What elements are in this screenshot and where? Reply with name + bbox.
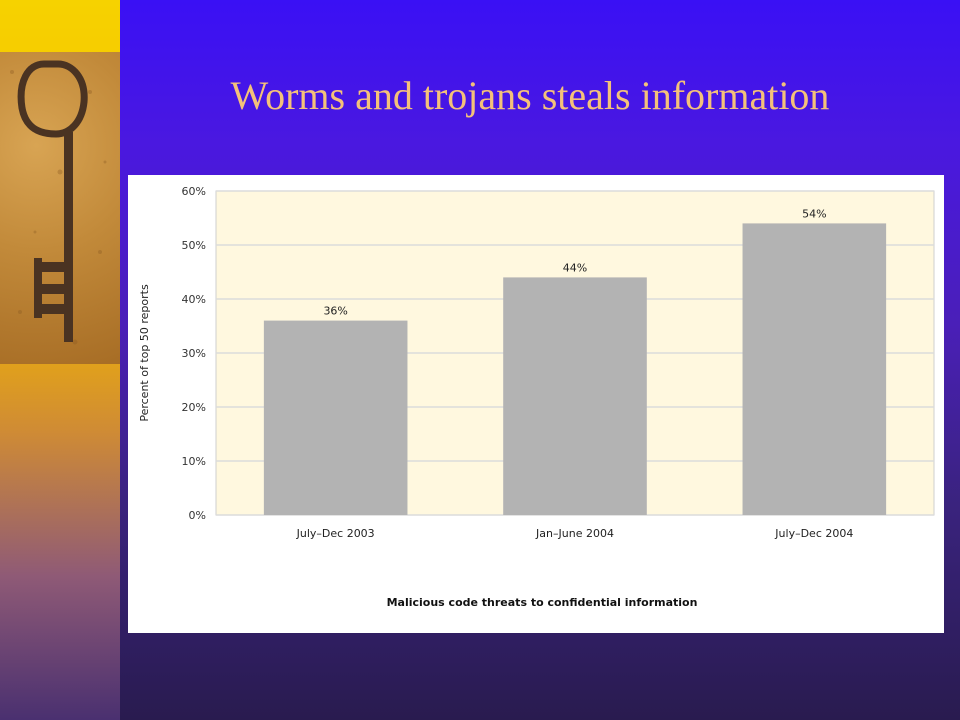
y-tick-label: 50% <box>182 239 206 252</box>
y-axis-label: Percent of top 50 reports <box>138 284 151 422</box>
y-tick-label: 40% <box>182 293 206 306</box>
x-category-label: July–Dec 2004 <box>774 527 853 540</box>
y-tick-label: 30% <box>182 347 206 360</box>
slide-title: Worms and trojans steals information <box>230 73 830 118</box>
y-tick-label: 0% <box>189 509 206 522</box>
chart-panel: 0% 10% 20% 30% 40% 50% 60% 36% July–Dec 2003 44% J… <box>128 175 944 633</box>
bar <box>742 223 887 515</box>
x-category-label: July–Dec 2003 <box>296 527 375 540</box>
y-tick-label: 20% <box>182 401 206 414</box>
y-tick-label: 60% <box>182 185 206 198</box>
bar-chart: 0% 10% 20% 30% 40% 50% 60% 36% July–Dec 2003 44% J… <box>138 185 935 609</box>
x-category-label: Jan–June 2004 <box>535 527 614 540</box>
data-label: 54% <box>802 207 826 220</box>
chart-caption: Malicious code threats to confidential i… <box>387 596 698 609</box>
key-photo <box>0 52 120 364</box>
y-tick-label: 10% <box>182 455 206 468</box>
bar <box>503 277 647 515</box>
data-label: 36% <box>323 305 347 318</box>
data-label: 44% <box>563 261 587 274</box>
bar <box>263 320 408 515</box>
